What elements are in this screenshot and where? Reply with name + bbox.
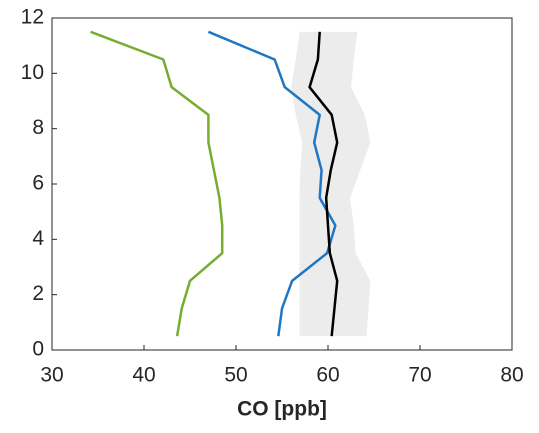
x-tick-label: 60 — [316, 364, 339, 387]
profile-line — [308, 31, 339, 337]
profile-line — [90, 30, 224, 337]
x-tick-label: 40 — [132, 364, 155, 387]
y-tick-label: 8 — [32, 116, 44, 139]
plot-frame — [51, 17, 513, 351]
y-tick-label: 12 — [21, 6, 44, 29]
y-tick-label: 0 — [32, 338, 44, 361]
y-tick-label: 6 — [32, 172, 44, 195]
x-tick-label: 80 — [500, 364, 523, 387]
x-tick-label: 50 — [224, 364, 247, 387]
x-tick-label: 70 — [408, 364, 431, 387]
x-tick-label: 30 — [40, 364, 63, 387]
y-tick-label: 2 — [32, 282, 44, 305]
y-tick-label: 4 — [32, 227, 44, 250]
spread-band — [291, 31, 371, 337]
x-axis-label: CO [ppb] — [237, 398, 327, 421]
y-tick-label: 10 — [21, 61, 44, 84]
profile-line — [207, 30, 337, 337]
